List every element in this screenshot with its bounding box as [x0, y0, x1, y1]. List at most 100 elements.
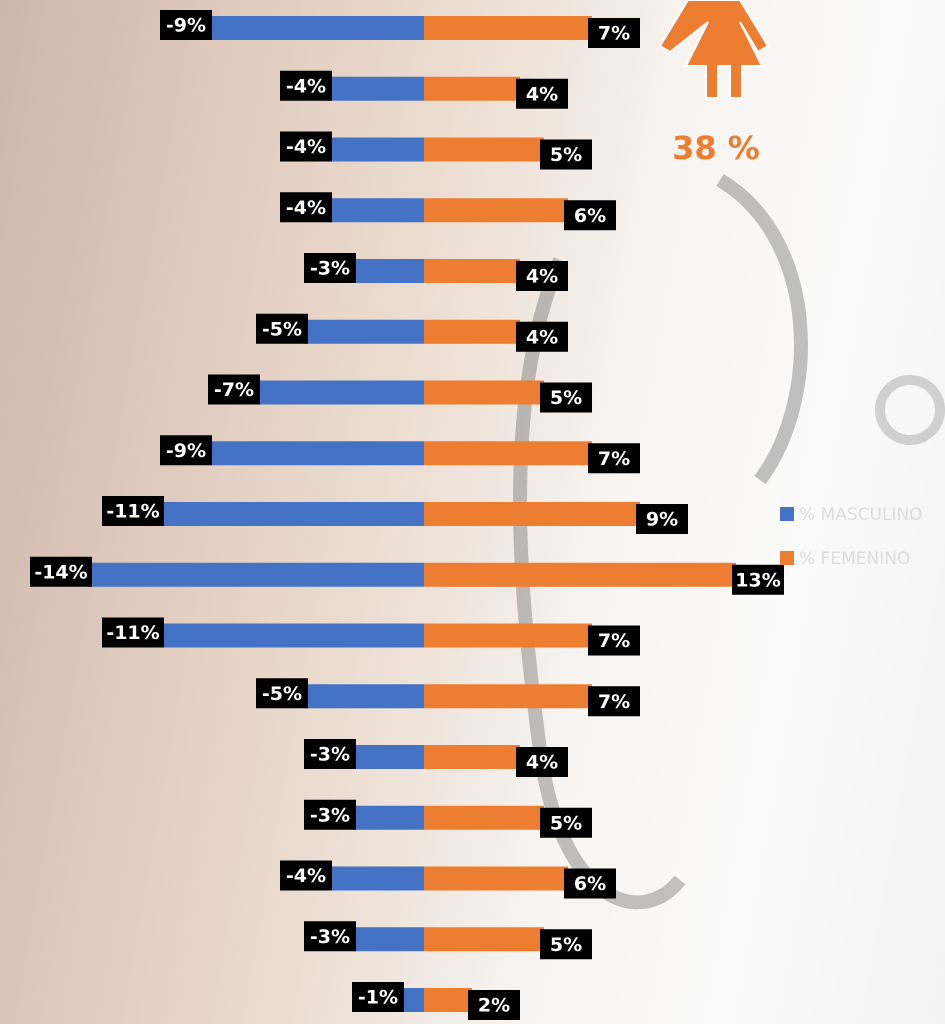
legend-label: % FEMENINO — [799, 549, 910, 569]
label-box — [732, 564, 784, 595]
bar — [304, 319, 424, 344]
value-label: 7% — [598, 23, 630, 45]
label-box — [256, 313, 308, 344]
bar — [424, 927, 544, 952]
bar — [352, 927, 424, 952]
label-box — [280, 860, 332, 891]
bar — [424, 16, 592, 40]
stethoscope-backdrop — [513, 174, 945, 910]
legend-label: % MASCULINO — [799, 505, 923, 525]
label-box — [564, 868, 616, 899]
bar — [424, 380, 544, 405]
value-label: -11% — [106, 501, 159, 523]
value-label: 13% — [735, 569, 780, 591]
label-box — [516, 261, 568, 291]
label-box — [588, 443, 640, 474]
bar — [424, 866, 568, 891]
label-box — [540, 382, 592, 413]
label-box — [352, 982, 404, 1012]
label-box — [304, 921, 356, 952]
bar — [424, 319, 520, 344]
value-label: -5% — [262, 318, 302, 340]
value-label: -7% — [214, 379, 254, 401]
bar — [352, 259, 424, 283]
label-box — [304, 799, 356, 830]
bar — [328, 198, 424, 223]
label-box — [516, 78, 568, 109]
value-label: 6% — [574, 873, 606, 895]
label-box — [564, 200, 616, 231]
bar — [424, 259, 520, 283]
legend-swatch — [780, 551, 794, 565]
bar — [424, 562, 736, 587]
label-box — [540, 139, 592, 170]
bar — [304, 684, 424, 709]
bar — [328, 866, 424, 891]
label-box — [588, 625, 640, 656]
value-label: -3% — [310, 744, 350, 766]
value-label: 2% — [478, 995, 510, 1017]
bar — [208, 16, 424, 40]
bar — [424, 502, 640, 526]
label-box — [516, 747, 568, 777]
value-label: -3% — [310, 804, 350, 826]
label-box — [208, 374, 260, 405]
label-box — [280, 192, 332, 223]
value-label: 5% — [550, 934, 582, 956]
bar — [424, 198, 568, 223]
annotation: 38 % — [672, 129, 760, 167]
value-label: -5% — [262, 683, 302, 705]
value-label: 4% — [526, 326, 558, 348]
bar — [424, 988, 472, 1012]
value-label: -3% — [310, 926, 350, 948]
value-label: 5% — [550, 387, 582, 409]
value-label: -9% — [166, 15, 206, 37]
label-box — [160, 435, 212, 466]
label-box — [102, 617, 164, 648]
value-label: -4% — [286, 197, 326, 219]
legend-swatch — [780, 507, 794, 521]
value-label: -4% — [286, 75, 326, 97]
value-label: 4% — [526, 83, 558, 105]
label-box — [280, 70, 332, 101]
value-label: 5% — [550, 144, 582, 166]
bar — [328, 137, 424, 162]
bar — [352, 745, 424, 769]
bar — [424, 441, 592, 466]
value-label: 4% — [526, 266, 558, 288]
bar — [88, 562, 424, 587]
label-box — [516, 321, 568, 352]
bar — [424, 623, 592, 648]
label-box — [468, 990, 520, 1020]
label-box — [540, 807, 592, 838]
value-label: 7% — [598, 691, 630, 713]
bar — [424, 137, 544, 162]
value-label: -4% — [286, 865, 326, 887]
bar — [328, 76, 424, 101]
value-label: -9% — [166, 440, 206, 462]
label-box — [256, 678, 308, 709]
bar — [424, 805, 544, 830]
label-box — [540, 929, 592, 960]
bar — [160, 502, 424, 526]
bar — [208, 441, 424, 466]
value-label: 7% — [598, 630, 630, 652]
label-box — [160, 10, 212, 40]
label-box — [304, 253, 356, 283]
value-label: -11% — [106, 622, 159, 644]
bar — [256, 380, 424, 405]
value-label: -3% — [310, 258, 350, 280]
value-label: -14% — [34, 561, 87, 583]
label-box — [636, 504, 688, 534]
label-box — [588, 686, 640, 717]
bar — [352, 805, 424, 830]
label-box — [304, 739, 356, 769]
label-box — [280, 131, 332, 162]
bar — [424, 745, 520, 769]
value-label: 9% — [646, 509, 678, 531]
value-label: 6% — [574, 205, 606, 227]
value-label: -1% — [358, 987, 398, 1009]
label-box — [588, 18, 640, 48]
